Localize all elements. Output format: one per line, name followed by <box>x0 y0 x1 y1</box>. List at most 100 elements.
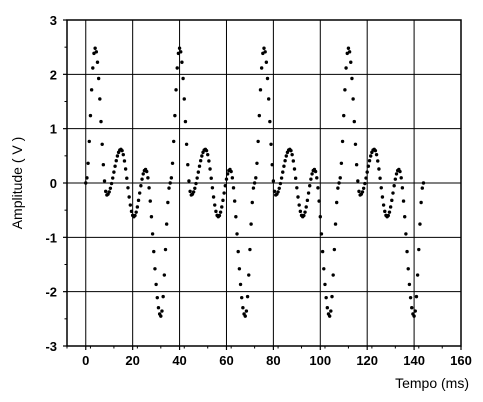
y-tick-label: -3 <box>45 339 57 354</box>
data-point <box>277 186 281 190</box>
data-point <box>181 76 185 81</box>
data-point <box>262 46 266 50</box>
data-point <box>419 200 423 205</box>
data-point <box>388 205 393 209</box>
data-point <box>331 273 335 277</box>
data-point <box>107 190 111 194</box>
data-point <box>173 113 177 118</box>
data-point <box>269 142 273 146</box>
data-point <box>251 186 256 190</box>
data-point <box>377 167 381 171</box>
data-point <box>318 215 322 219</box>
data-point <box>351 97 355 101</box>
data-point <box>149 215 154 219</box>
data-point <box>291 159 296 163</box>
y-axis-title: Amplitude ( V ) <box>9 137 25 230</box>
x-tick-label: 100 <box>309 353 331 368</box>
data-point <box>161 294 165 299</box>
data-point <box>91 66 95 70</box>
data-point <box>327 314 332 318</box>
data-point <box>164 222 169 226</box>
data-point <box>96 76 101 81</box>
data-point <box>290 152 294 157</box>
data-point <box>125 176 129 180</box>
data-point <box>95 60 100 64</box>
data-point <box>354 163 359 167</box>
data-point <box>135 205 140 209</box>
data-point <box>113 164 117 168</box>
data-point <box>145 169 149 174</box>
data-point <box>360 190 365 194</box>
data-point <box>109 181 114 186</box>
data-point <box>191 190 196 194</box>
data-point <box>136 198 141 203</box>
data-point <box>309 177 313 181</box>
y-tick-label: -2 <box>45 285 57 300</box>
data-point <box>140 177 144 181</box>
data-point <box>284 154 288 158</box>
data-point <box>283 159 287 163</box>
data-point <box>162 273 167 277</box>
data-point <box>166 200 170 205</box>
data-point <box>120 148 124 153</box>
data-point <box>150 232 155 236</box>
data-point <box>406 267 410 271</box>
data-point <box>410 306 414 310</box>
y-tick-label: 3 <box>50 13 57 28</box>
data-point <box>347 50 352 54</box>
data-point <box>335 200 339 205</box>
data-point <box>420 186 424 190</box>
data-point <box>101 163 106 167</box>
data-point <box>138 191 142 195</box>
data-point <box>155 295 159 300</box>
data-point <box>320 249 325 254</box>
data-point <box>332 247 337 252</box>
data-point <box>264 60 269 64</box>
data-point <box>254 176 258 180</box>
data-point <box>209 176 213 180</box>
data-point <box>387 210 392 214</box>
data-point <box>160 309 164 313</box>
data-point <box>235 232 239 236</box>
data-point <box>122 159 127 163</box>
x-tick-label: 0 <box>82 353 89 368</box>
x-axis-title: Tempo (ms) <box>395 375 469 391</box>
data-point <box>293 176 298 180</box>
data-point <box>186 163 190 167</box>
data-point <box>206 152 210 157</box>
data-point <box>268 119 272 124</box>
data-point <box>247 273 251 277</box>
data-point <box>394 172 399 176</box>
data-point <box>170 161 175 165</box>
data-point <box>237 267 242 271</box>
data-point <box>111 176 115 180</box>
data-point <box>379 186 383 190</box>
data-point <box>340 139 345 144</box>
data-point <box>114 159 118 163</box>
data-point <box>231 186 236 190</box>
data-point <box>313 169 318 174</box>
data-point <box>407 282 412 287</box>
data-point <box>93 46 97 50</box>
data-point <box>404 232 408 236</box>
data-point <box>306 191 311 195</box>
data-point <box>339 161 344 165</box>
x-tick-label: 140 <box>403 353 425 368</box>
data-point <box>421 181 426 185</box>
y-tick-label: 2 <box>50 67 57 82</box>
data-point <box>134 210 138 214</box>
data-point <box>374 152 379 157</box>
data-point <box>255 161 259 165</box>
data-point <box>232 199 237 203</box>
data-point <box>279 176 284 180</box>
data-point <box>169 176 174 180</box>
data-point <box>94 50 99 54</box>
data-point <box>208 167 212 171</box>
data-point <box>391 191 395 195</box>
data-point <box>84 181 88 185</box>
data-point <box>414 294 419 299</box>
data-point <box>296 195 300 199</box>
data-point <box>115 154 120 158</box>
data-point <box>129 209 134 214</box>
data-point <box>252 181 257 185</box>
